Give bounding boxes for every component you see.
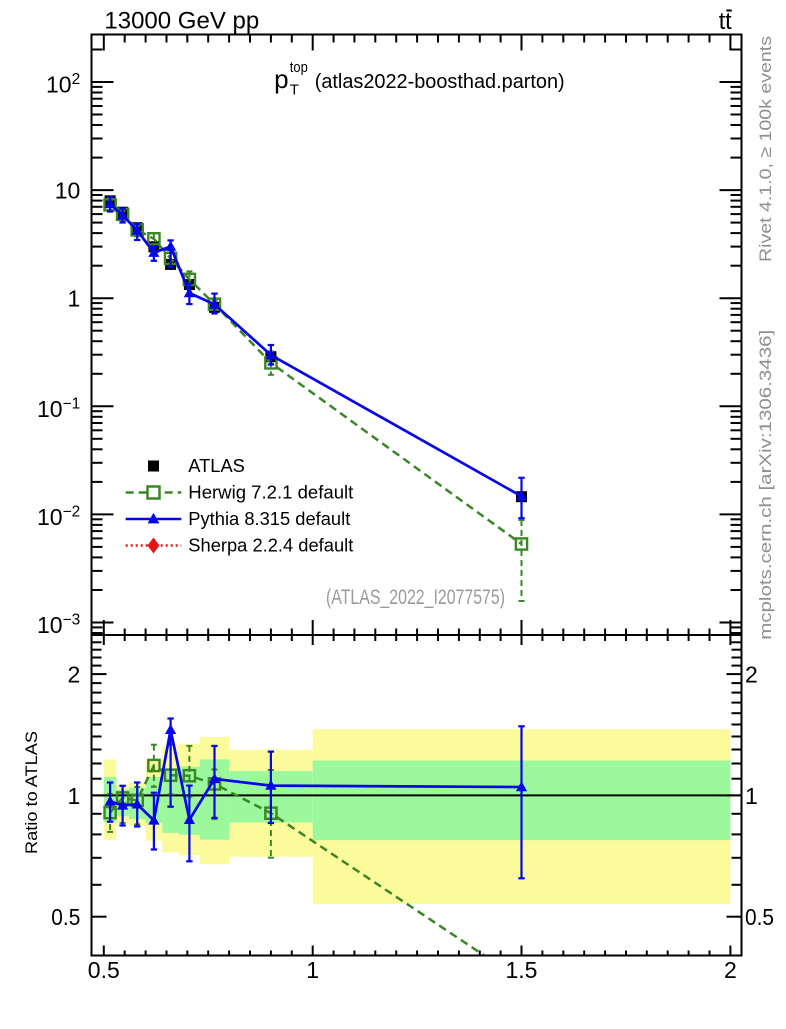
svg-text:−1: −1 [63, 395, 81, 412]
svg-text:−3: −3 [63, 612, 81, 629]
svg-text:Ratio to ATLAS: Ratio to ATLAS [22, 731, 41, 854]
svg-text:13000 GeV pp: 13000 GeV pp [104, 8, 259, 35]
svg-text:0.5: 0.5 [88, 957, 120, 983]
svg-text:2: 2 [724, 957, 737, 983]
svg-text:mcplots.cern.ch [arXiv:1306.34: mcplots.cern.ch [arXiv:1306.3436] [756, 330, 775, 640]
svg-text:0.5: 0.5 [745, 904, 774, 930]
svg-text:2: 2 [68, 662, 81, 688]
svg-text:1: 1 [306, 957, 319, 983]
svg-text:1: 1 [68, 286, 81, 312]
svg-text:1: 1 [745, 783, 758, 809]
svg-text:Herwig 7.2.1 default: Herwig 7.2.1 default [188, 482, 353, 503]
svg-text:−2: −2 [63, 503, 81, 520]
svg-text:ATLAS: ATLAS [188, 455, 245, 476]
svg-text:10: 10 [37, 396, 63, 422]
svg-text:Rivet 4.1.0, ≥ 100k events: Rivet 4.1.0, ≥ 100k events [756, 36, 775, 262]
svg-text:1: 1 [68, 783, 81, 809]
svg-text:(ATLAS_2022_I2077575): (ATLAS_2022_I2077575) [326, 586, 505, 609]
svg-text:T: T [290, 82, 299, 99]
svg-text:0.5: 0.5 [51, 904, 80, 930]
svg-text:Sherpa 2.2.4 default: Sherpa 2.2.4 default [188, 535, 353, 556]
svg-text:Pythia 8.315 default: Pythia 8.315 default [188, 508, 350, 529]
svg-text:10: 10 [37, 612, 63, 638]
svg-text:2: 2 [745, 662, 758, 688]
svg-text:(atlas2022-boosthad.parton): (atlas2022-boosthad.parton) [315, 71, 565, 93]
svg-text:1.5: 1.5 [506, 957, 538, 983]
svg-text:10: 10 [46, 72, 72, 98]
svg-text:top: top [290, 59, 308, 76]
svg-text:p: p [274, 64, 288, 94]
svg-text:tt: tt [719, 8, 732, 35]
svg-text:10: 10 [37, 504, 63, 530]
svg-text:2: 2 [72, 71, 81, 88]
svg-text:10: 10 [55, 178, 81, 204]
